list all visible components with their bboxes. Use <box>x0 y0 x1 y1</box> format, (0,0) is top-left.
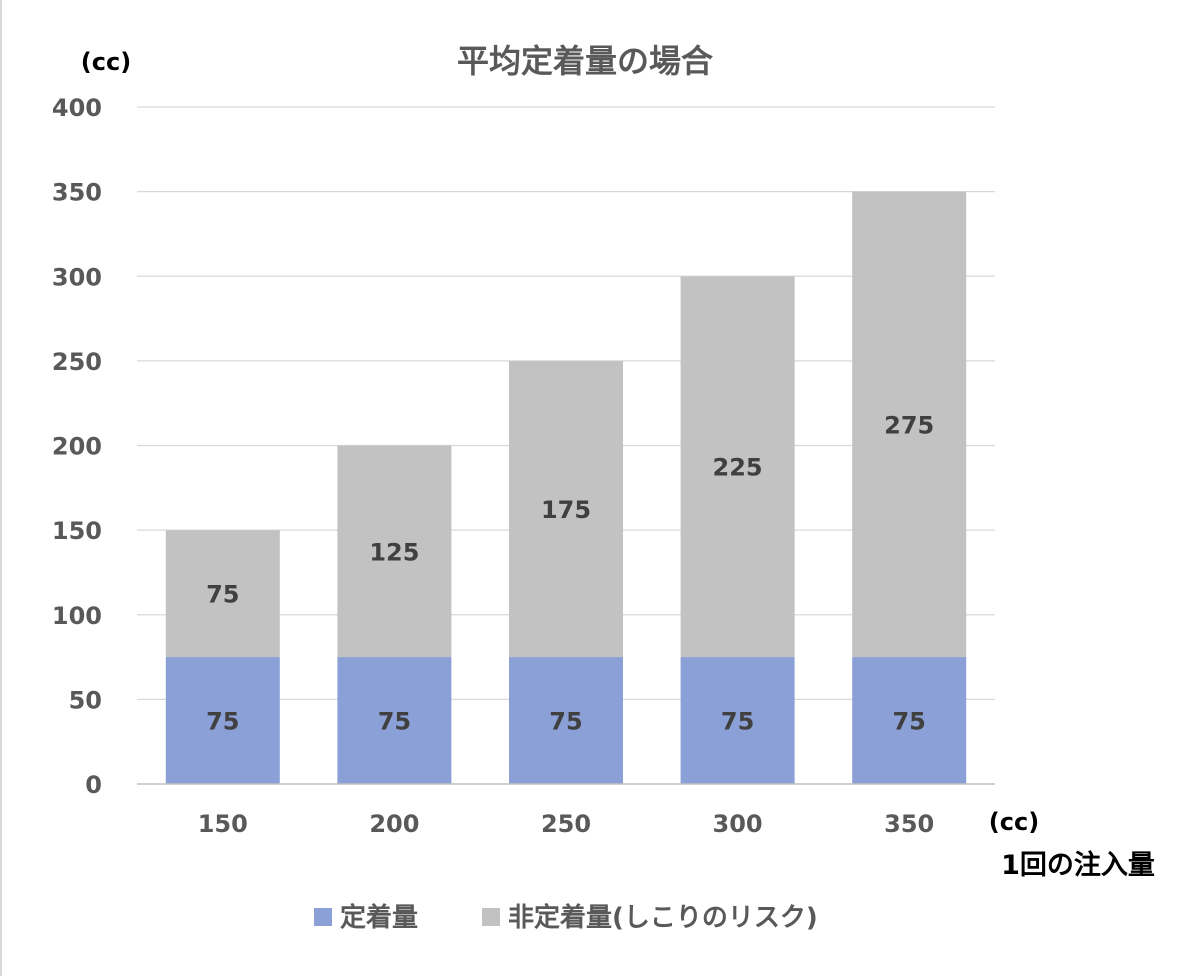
data-label-200-series-0: 75 <box>378 708 411 736</box>
legend-label-non-fixed-amount: 非定着量(しこりのリスク) <box>508 902 818 933</box>
bar-250-series-0 <box>509 657 623 784</box>
bars <box>165 191 967 784</box>
x-tick-label-350: 350 <box>884 810 934 838</box>
chart-title: 平均定着量の場合 <box>457 42 713 80</box>
bar-250-series-1 <box>509 360 623 658</box>
y-axis-unit-label: (cc) <box>81 48 131 76</box>
bar-300-series-0 <box>680 657 795 784</box>
data-label-300-series-0: 75 <box>721 708 754 736</box>
data-label-350-series-0: 75 <box>892 708 925 736</box>
y-tick-label-400: 400 <box>52 94 102 122</box>
y-tick-label-100: 100 <box>52 602 102 630</box>
bar-350-series-0 <box>852 657 967 784</box>
x-tick-label-300: 300 <box>713 810 763 838</box>
gridlines <box>137 106 995 700</box>
y-tick-label-250: 250 <box>52 348 102 376</box>
data-label-200-series-1: 125 <box>369 538 419 566</box>
data-label-150-series-0: 75 <box>206 708 239 736</box>
bar-150-series-0 <box>165 657 280 784</box>
legend: 定着量 非定着量(しこりのリスク) <box>314 902 818 933</box>
bar-200-series-1 <box>337 445 452 658</box>
y-tick-label-50: 50 <box>69 686 102 714</box>
y-tick-label-0: 0 <box>85 771 102 799</box>
frame-left-border <box>0 0 2 976</box>
data-labels: 75 75 75 125 75 175 75 225 75 275 <box>206 411 934 735</box>
y-tick-label-200: 200 <box>52 433 102 461</box>
x-tick-label-200: 200 <box>369 810 419 838</box>
data-label-250-series-1: 175 <box>541 496 591 524</box>
data-label-150-series-1: 75 <box>206 581 239 609</box>
bar-150-series-1 <box>165 530 280 658</box>
legend-swatch-non-fixed-amount <box>482 908 500 926</box>
y-tick-label-350: 350 <box>52 179 102 207</box>
axes: 0 50 100 150 200 250 300 350 400 150 200 250 300 350 <box>52 94 995 838</box>
bar-200-series-0 <box>337 657 452 784</box>
bar-300-series-1 <box>680 276 795 658</box>
data-label-250-series-0: 75 <box>549 708 582 736</box>
data-label-350-series-1: 275 <box>884 411 934 439</box>
y-tick-label-300: 300 <box>52 263 102 291</box>
legend-label-fixed-amount: 定着量 <box>340 902 418 933</box>
bar-350-series-1 <box>852 191 967 658</box>
x-tick-label-150: 150 <box>198 810 248 838</box>
legend-swatch-fixed-amount <box>314 908 332 926</box>
x-axis-label: 1回の注入量 <box>1001 849 1155 881</box>
x-tick-label-250: 250 <box>541 810 591 838</box>
y-tick-label-150: 150 <box>52 517 102 545</box>
data-label-300-series-1: 225 <box>713 454 763 482</box>
x-axis-unit-label: (cc) <box>989 808 1039 836</box>
